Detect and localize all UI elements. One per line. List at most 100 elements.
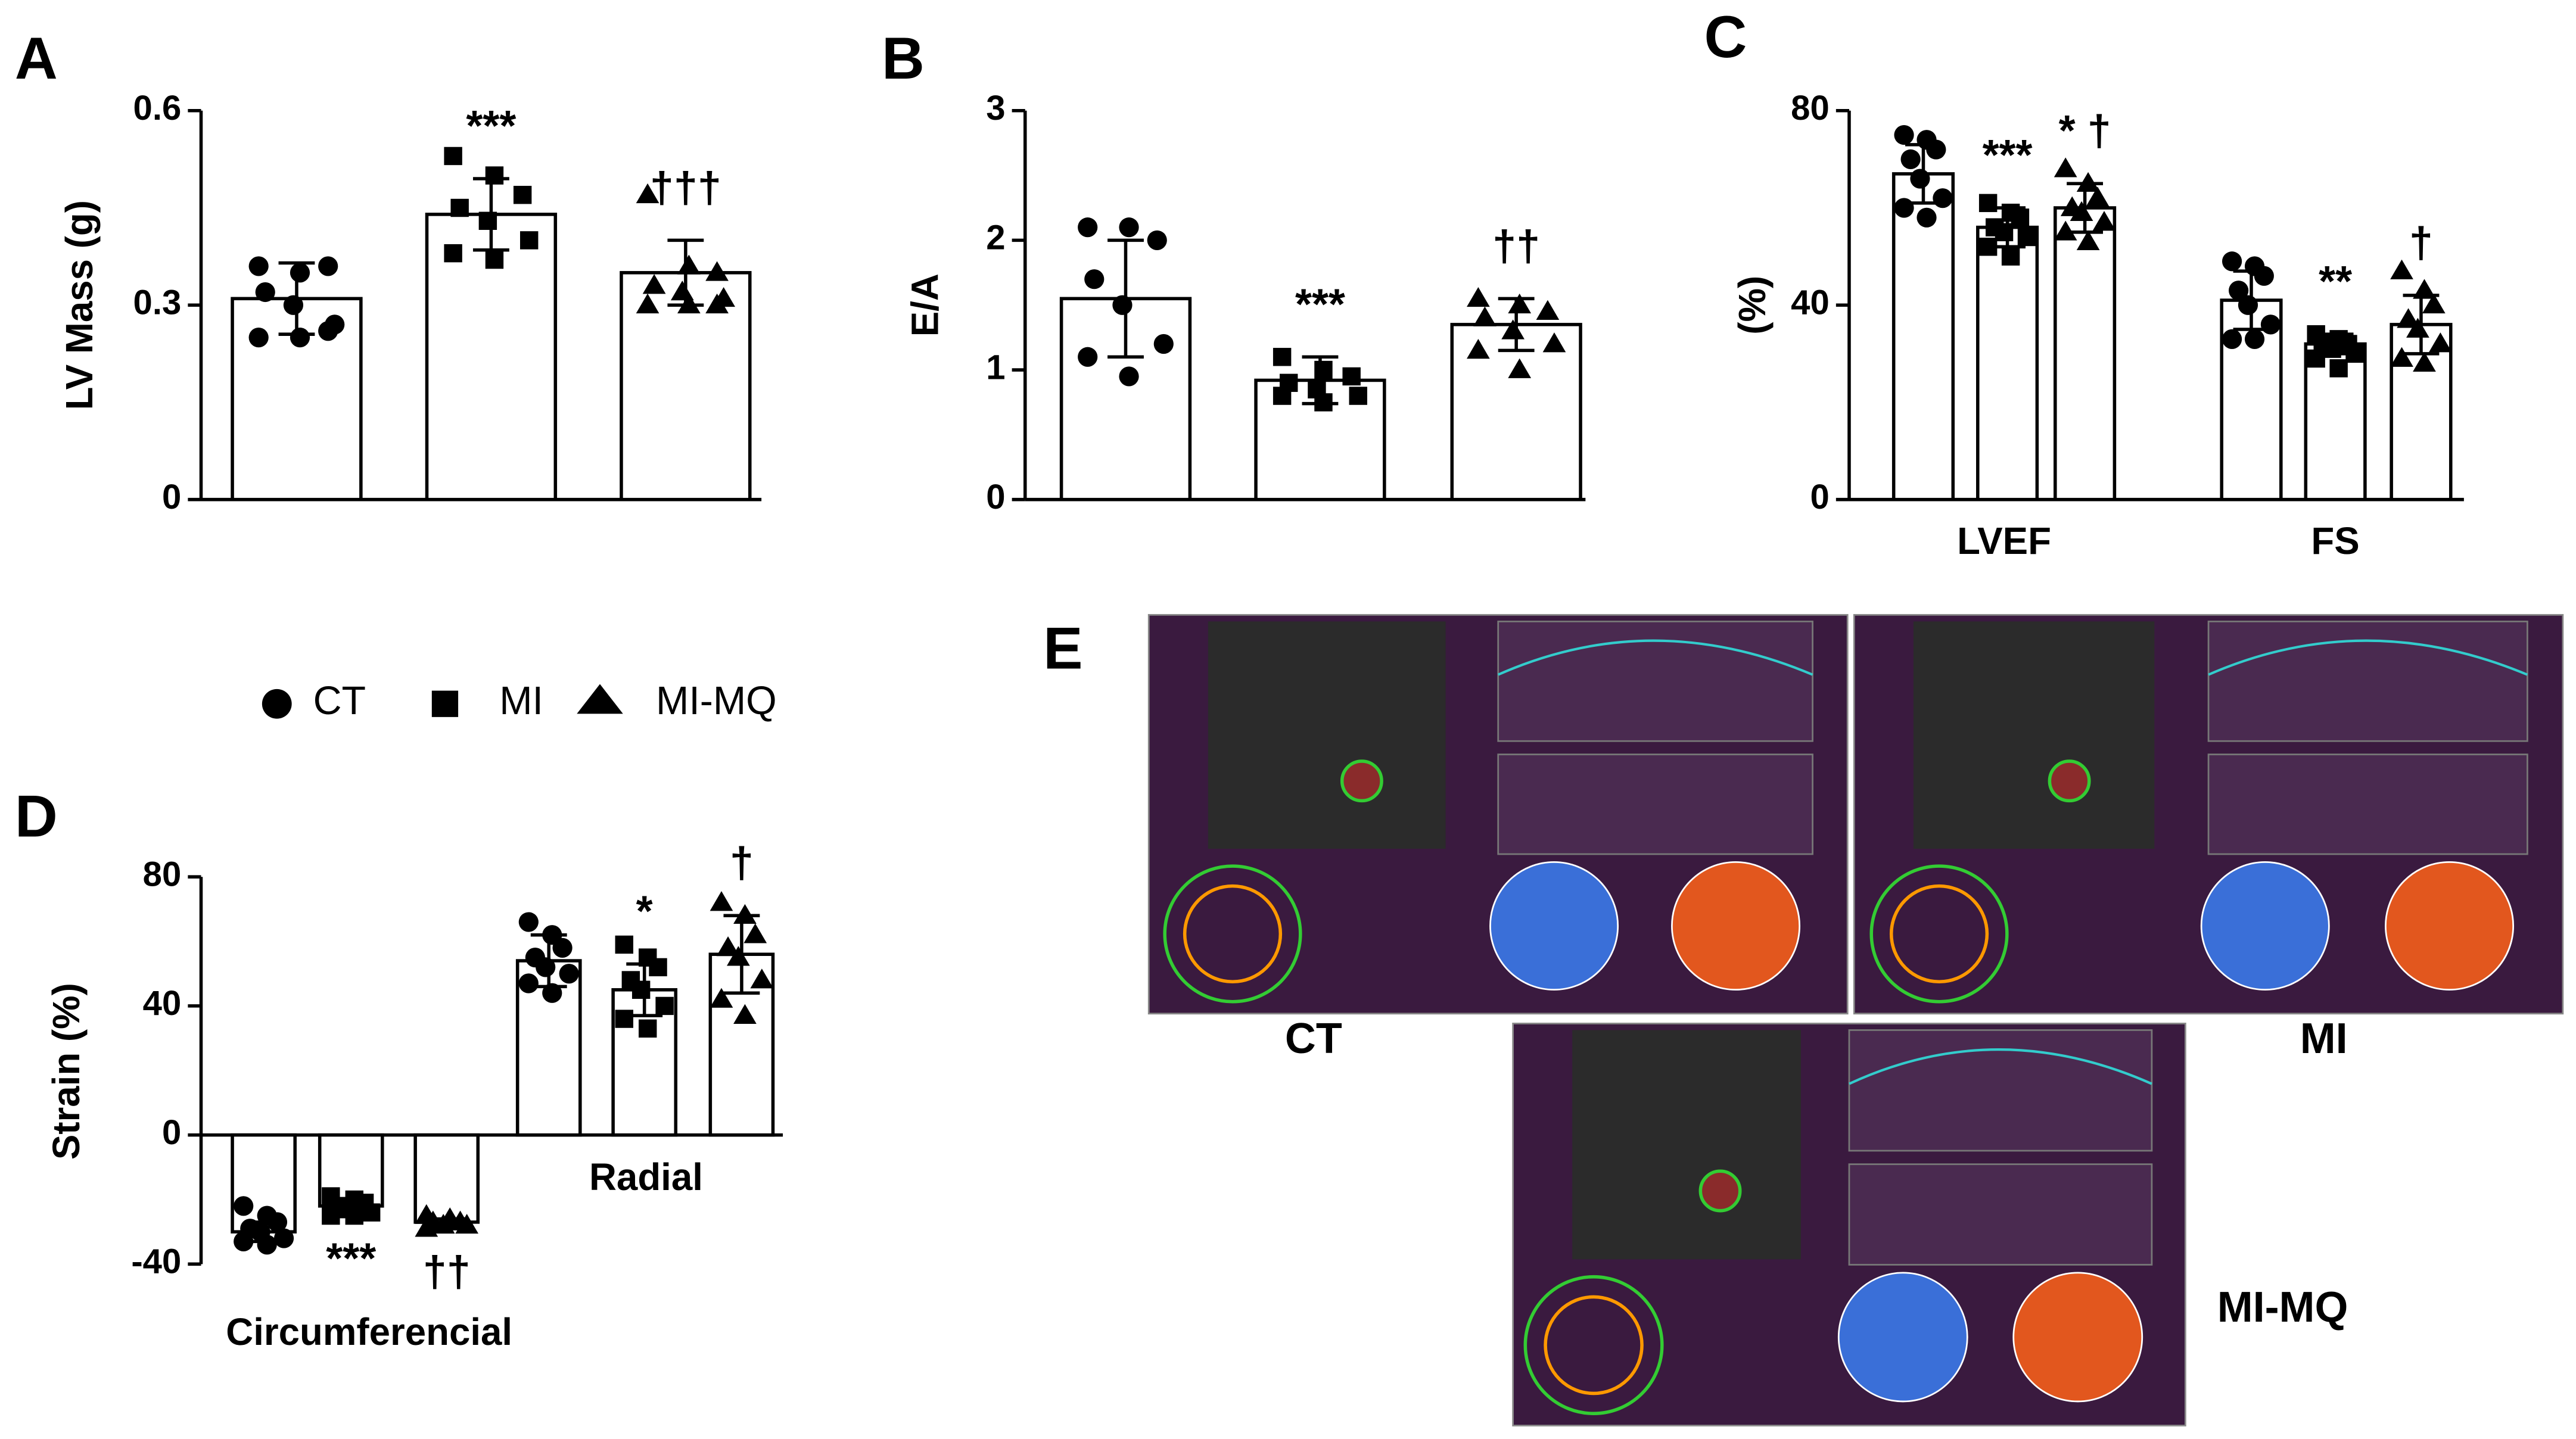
data-point [255, 282, 275, 303]
screenshots [1147, 613, 2564, 1426]
graph-top [1848, 1029, 2153, 1152]
data-point [1112, 295, 1133, 315]
bullseye-circ [1489, 861, 1619, 991]
data-point [2345, 344, 2364, 363]
data-point [1273, 387, 1292, 405]
data-point [1542, 332, 1566, 353]
significance-label: †† [423, 1248, 471, 1295]
data-point [649, 958, 667, 977]
data-point [636, 293, 659, 314]
contour-inner [1544, 1295, 1644, 1396]
data-point [552, 937, 573, 958]
bullseye-radial [1671, 861, 1801, 991]
panel-letter: A [15, 26, 58, 92]
data-point [1926, 139, 1946, 160]
data-point [257, 1235, 277, 1255]
legend-item: MI-MQ [577, 679, 777, 723]
data-point [1147, 230, 1167, 251]
data-point [318, 321, 338, 341]
data-point [2076, 230, 2100, 250]
data-point [1910, 169, 1930, 189]
significance-label: * [636, 887, 653, 935]
data-point [273, 1228, 294, 1248]
screenshot [1512, 1023, 2186, 1426]
y-tick-label: -40 [131, 1242, 181, 1281]
data-point [1978, 238, 1998, 256]
data-point [2422, 293, 2446, 314]
bullseye-circ [1837, 1272, 1968, 1403]
data-point [1933, 188, 1953, 208]
data-point [234, 1231, 254, 1251]
legend-marker [262, 689, 292, 719]
data-point [518, 973, 539, 993]
data-point [2390, 259, 2413, 279]
data-point [536, 957, 556, 977]
data-point [513, 186, 532, 204]
y-tick-label: 0 [986, 478, 1005, 516]
data-point [1078, 347, 1098, 367]
data-point [2017, 228, 2036, 247]
legend-item: CT [262, 679, 366, 723]
data-point [1314, 393, 1333, 412]
strain-curve [2208, 639, 2528, 676]
data-point [639, 1019, 657, 1038]
data-point [283, 295, 304, 315]
contour-ring [1869, 864, 2009, 1004]
graph-top [2207, 621, 2528, 742]
data-point [677, 254, 701, 275]
data-point [1473, 306, 1497, 326]
data-point [2238, 295, 2258, 315]
data-point [518, 912, 539, 932]
data-point [1078, 217, 1098, 238]
data-point [1466, 286, 1490, 307]
data-point [743, 923, 767, 943]
data-point [615, 935, 633, 954]
y-axis-label: E/A [904, 273, 946, 337]
significance-label: *** [1295, 281, 1345, 328]
data-point [677, 293, 701, 314]
data-point [478, 211, 497, 230]
data-point [2011, 208, 2030, 227]
significance-label: ††† [650, 164, 721, 211]
bullseye-radial [2385, 861, 2515, 991]
graph-bottom [1848, 1163, 2153, 1266]
data-point [655, 996, 674, 1016]
panel-letter: C [1704, 4, 1747, 70]
data-point [455, 1213, 478, 1234]
data-point [519, 231, 539, 250]
significance-label: *** [466, 102, 516, 150]
y-tick-label: 3 [986, 89, 1005, 127]
mri-image [1572, 1030, 1801, 1260]
data-point [2323, 339, 2341, 358]
data-point [631, 980, 651, 999]
data-point [2070, 201, 2093, 222]
data-point [2001, 247, 2020, 266]
bullseye-radial [2012, 1272, 2143, 1403]
data-point [267, 1212, 288, 1232]
legend-label: MI-MQ [656, 679, 777, 723]
y-tick-label: 1 [986, 348, 1005, 387]
data-point [431, 1213, 455, 1234]
image-label: MI-MQ [2217, 1284, 2348, 1331]
heart-contour [2048, 759, 2091, 803]
data-point [1466, 339, 1490, 359]
significance-label: † [730, 839, 754, 887]
mri-image [1208, 621, 1446, 849]
data-point [444, 244, 462, 263]
significance-label: *** [1983, 132, 2033, 179]
category-label: Circumferencial [226, 1311, 512, 1353]
y-tick-label: 0 [162, 1113, 181, 1152]
data-point [2390, 347, 2413, 367]
data-point [705, 293, 729, 314]
legend-marker [577, 684, 623, 714]
y-axis-label: Strain (%) [45, 983, 88, 1160]
data-point [485, 166, 504, 185]
data-point [322, 1206, 340, 1225]
legend-label: CT [313, 679, 366, 723]
data-point [1119, 217, 1139, 238]
data-point [710, 988, 733, 1008]
contour-ring [1523, 1275, 1664, 1415]
data-point [290, 328, 310, 348]
significance-label: *** [326, 1235, 376, 1283]
graph-bottom [2207, 753, 2528, 855]
